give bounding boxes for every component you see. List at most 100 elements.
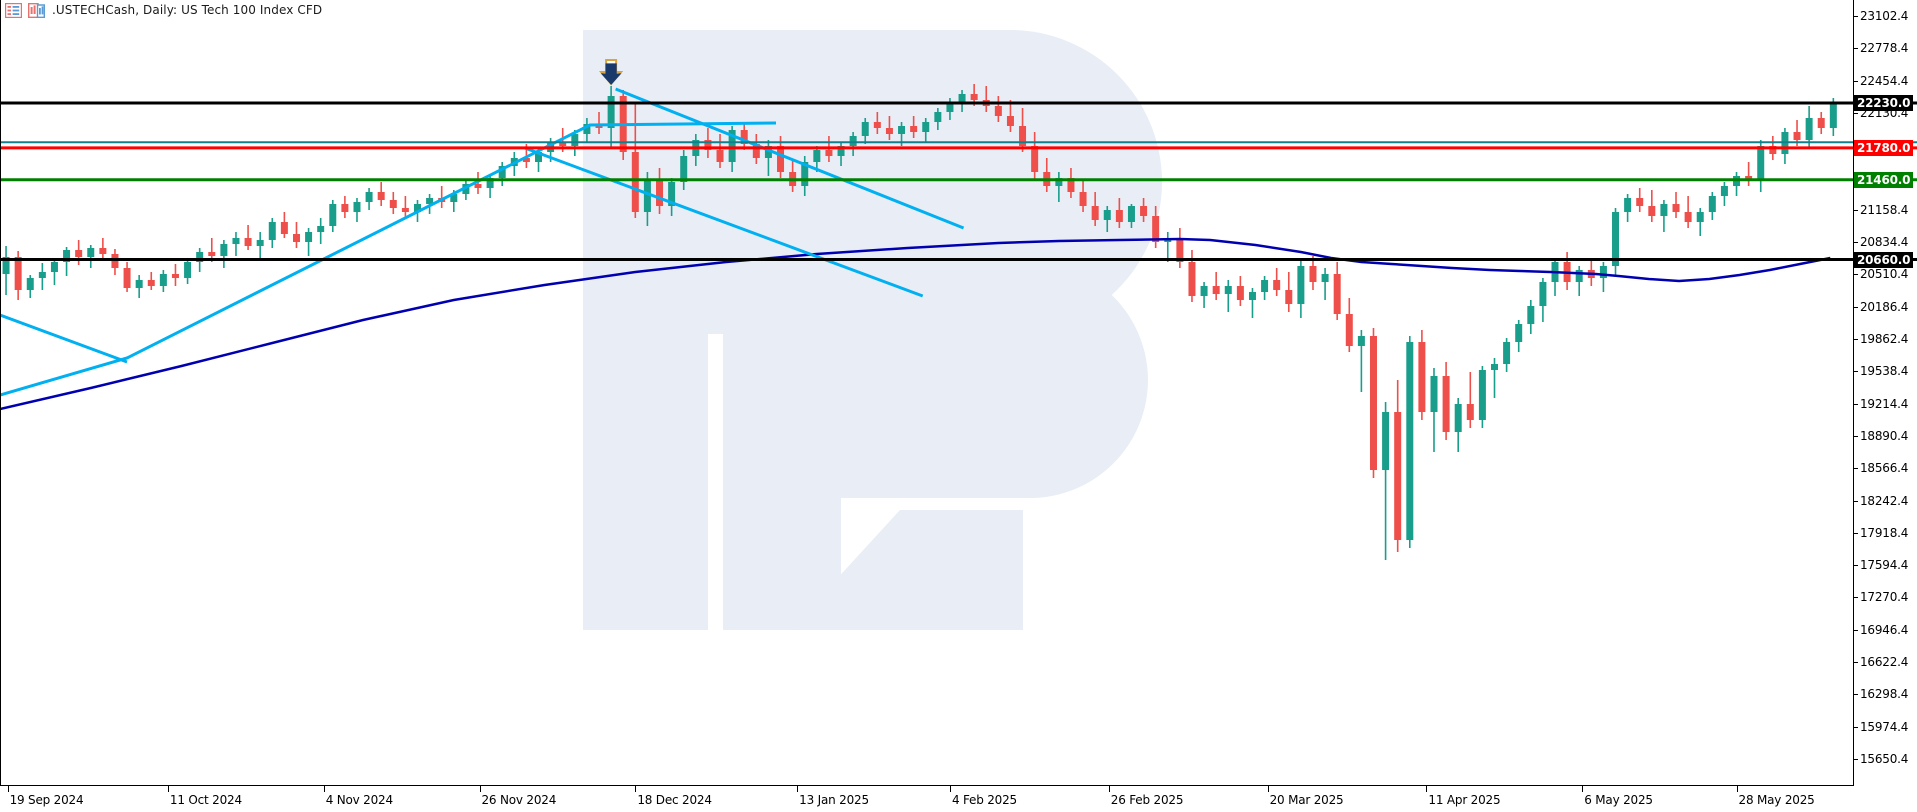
time-tick <box>949 786 951 792</box>
price-tick <box>1853 694 1858 696</box>
list-view-icon[interactable] <box>5 3 22 18</box>
price-tag-support-level[interactable]: 21460.0 <box>1854 171 1914 188</box>
candlestick <box>1382 402 1390 560</box>
candlestick <box>1079 180 1087 212</box>
candlestick <box>208 238 216 262</box>
candlestick <box>1406 336 1414 548</box>
price-tag-current-price[interactable]: 21780.0 <box>1854 139 1914 156</box>
candlestick <box>1684 196 1692 228</box>
time-tick <box>635 786 637 792</box>
price-tick <box>1853 339 1858 341</box>
candlestick <box>135 275 143 298</box>
descending-trendline-2[interactable] <box>524 146 924 298</box>
descending-trendline-1[interactable] <box>615 87 965 230</box>
candlestick <box>1091 192 1099 226</box>
candlestick <box>280 212 288 238</box>
candlestick <box>1466 372 1474 428</box>
candlestick <box>1115 198 1123 228</box>
candlestick <box>1236 276 1244 306</box>
candlestick <box>1394 380 1402 552</box>
price-tick <box>1853 468 1858 470</box>
price-tick-label: 17594.4 <box>1860 558 1909 573</box>
candlestick <box>1805 106 1813 148</box>
price-tick-label: 23102.4 <box>1860 9 1909 23</box>
time-tick-label: 26 Nov 2024 <box>481 793 557 807</box>
candlestick <box>1454 398 1462 452</box>
candlestick <box>1636 188 1644 212</box>
plot-bottom-border <box>0 785 1853 786</box>
time-tick <box>797 786 799 792</box>
candlestick <box>377 182 385 206</box>
price-tag-resistance-upper[interactable]: 22230.0 <box>1854 94 1914 111</box>
candlestick <box>801 156 809 196</box>
time-axis[interactable]: 19 Sep 2024 11 Oct 2024 4 Nov 2024 26 Nov 2… <box>0 786 1917 812</box>
candlestick <box>123 262 131 292</box>
candlestick <box>607 86 615 148</box>
candlestick <box>50 258 58 285</box>
candlestick <box>1527 300 1535 334</box>
candlestick <box>1515 320 1523 352</box>
broker-logo-watermark <box>583 30 1162 630</box>
candlestick <box>1442 362 1450 440</box>
price-tick-label: 20510.4 <box>1860 267 1909 282</box>
chart-plot-area[interactable] <box>0 0 1853 786</box>
candlestick <box>837 142 845 166</box>
ascending-trendline[interactable] <box>0 121 777 397</box>
price-axis-line <box>1853 0 1854 786</box>
candlestick <box>184 258 192 284</box>
price-tick <box>1853 500 1858 502</box>
price-tick <box>1853 16 1858 17</box>
candlestick <box>232 232 240 256</box>
candlestick <box>1817 112 1825 134</box>
chart-view-icon[interactable] <box>28 3 45 18</box>
candlestick <box>401 196 409 218</box>
time-tick <box>1108 786 1110 792</box>
horizontal-channel-low[interactable] <box>0 313 128 364</box>
candlestick <box>1745 162 1753 186</box>
candlestick <box>1672 192 1680 218</box>
time-tick-label: 11 Apr 2025 <box>1428 793 1501 807</box>
price-tick <box>1853 112 1858 114</box>
price-tick-label: 16622.4 <box>1860 655 1909 670</box>
price-tick-label: 17270.4 <box>1860 590 1909 605</box>
time-tick-label: 4 Feb 2025 <box>951 793 1017 807</box>
price-tick <box>1853 80 1858 82</box>
candlestick <box>1345 298 1353 352</box>
candlestick <box>1660 200 1668 232</box>
price-tick <box>1853 274 1858 276</box>
price-tick <box>1853 48 1858 50</box>
candlestick <box>220 240 228 268</box>
candlestick <box>1369 328 1377 478</box>
price-tick <box>1853 209 1858 211</box>
price-tick-label: 18890.4 <box>1860 428 1909 443</box>
candlestick <box>1612 208 1620 276</box>
page-title: .USTECHCash, Daily: US Tech 100 Index CF… <box>52 3 323 17</box>
price-tick-label: 15974.4 <box>1860 719 1909 734</box>
time-tick <box>167 786 169 792</box>
price-tick <box>1853 242 1858 244</box>
candlestick <box>1478 366 1486 428</box>
price-axis[interactable]: 23102.422778.422454.422130.421780.021460… <box>1853 0 1917 786</box>
price-tick <box>1853 371 1858 373</box>
price-tick-label: 16946.4 <box>1860 622 1909 637</box>
time-tick-label: 6 May 2025 <box>1584 793 1653 807</box>
candlestick <box>1624 194 1632 222</box>
candlestick <box>159 270 167 292</box>
candlestick <box>1212 272 1220 300</box>
price-tick <box>1853 306 1858 308</box>
price-tag-support-lower[interactable]: 20660.0 <box>1854 251 1914 268</box>
candlestick <box>268 218 276 248</box>
candlestick <box>38 263 46 290</box>
candlestick <box>1418 330 1426 420</box>
candlestick <box>329 200 337 232</box>
time-tick-label: 28 May 2025 <box>1738 793 1815 807</box>
candlestick <box>292 222 300 248</box>
candlestick <box>1491 358 1499 398</box>
candlestick <box>2 246 10 295</box>
candlestick <box>1176 228 1184 268</box>
candlestick <box>244 225 252 250</box>
price-tick-label: 21158.4 <box>1860 202 1909 217</box>
price-tick <box>1853 629 1858 631</box>
time-tick <box>1267 786 1269 792</box>
